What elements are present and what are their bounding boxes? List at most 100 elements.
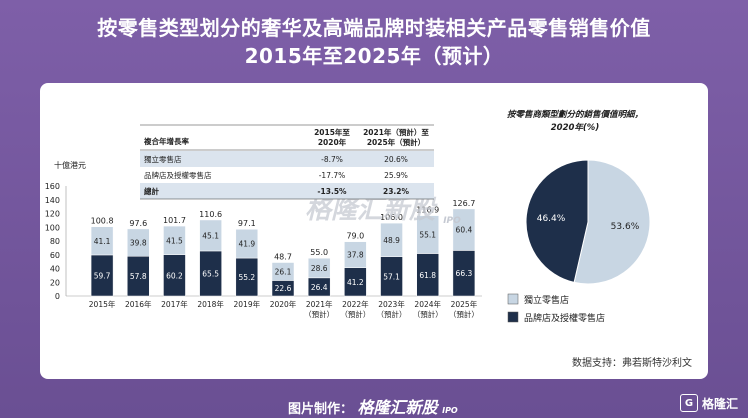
bar-total-label: 97.1 xyxy=(238,219,256,228)
bar-segment-independent xyxy=(416,215,439,254)
credit-brand: 格隆汇新股 xyxy=(357,398,438,417)
bar-segment-independent xyxy=(235,228,259,259)
bar-value-label: 60.4 xyxy=(456,226,473,235)
y-tick-label: 40 xyxy=(50,265,60,274)
x-tick-label: 2018年 xyxy=(197,299,224,309)
table-cell-value: 20.6% xyxy=(384,155,408,164)
bar-value-label: 66.3 xyxy=(456,269,473,278)
bar-segment-independent xyxy=(344,241,367,268)
bar-total-label: 110.6 xyxy=(199,210,222,219)
x-tick-label: 2022年 xyxy=(342,299,369,309)
pie-slice-brand xyxy=(525,159,589,284)
bar-value-label: 26.4 xyxy=(311,283,328,292)
bar-segment-independent xyxy=(127,228,150,257)
logo-text: 格隆汇 xyxy=(701,396,738,411)
table-row-bg xyxy=(140,151,434,167)
bar-segment-independent xyxy=(199,219,222,252)
bar-value-label: 61.8 xyxy=(419,271,436,280)
bar-value-label: 28.6 xyxy=(311,264,328,273)
watermark-sub: IPO xyxy=(443,216,461,226)
table-cell-label: 獨立零售店 xyxy=(144,154,182,164)
bar-value-label: 57.8 xyxy=(130,272,147,281)
bar-segment-independent xyxy=(380,222,403,257)
bar-total-label: 97.6 xyxy=(129,219,147,228)
bar-value-label: 22.6 xyxy=(275,284,292,293)
bar-value-label: 45.1 xyxy=(202,231,219,240)
bar-value-label: 41.2 xyxy=(347,278,364,287)
bar-value-label: 26.1 xyxy=(275,267,292,276)
y-tick-label: 100 xyxy=(45,223,60,232)
table-cell-label: 品牌店及授權零售店 xyxy=(144,170,212,180)
data-source: 数据支持：弗若斯特沙利文 xyxy=(572,358,692,369)
y-tick-label: 160 xyxy=(45,182,60,191)
x-tick-label: （預計） xyxy=(340,309,370,319)
x-tick-label: （預計） xyxy=(413,309,443,319)
bar-total-label: 116.9 xyxy=(416,206,439,215)
bar-total-label: 106.0 xyxy=(380,213,403,222)
y-tick-label: 120 xyxy=(45,210,60,219)
watermark-text: 格隆汇新股 xyxy=(305,195,438,225)
x-tick-label: 2021年 xyxy=(306,299,333,309)
bar-value-label: 37.8 xyxy=(347,251,364,260)
pie-title: 2020年(%) xyxy=(551,122,600,133)
page-title-line1: 按零售类型划分的奢华及高端品牌时装相关产品零售销售价值 xyxy=(97,16,651,40)
chart-card: 十億港元 0 20 40 60 80 100 120 140 160 59.7 41.1 100.8 20… xyxy=(40,83,708,379)
legend-label: 獨立零售店 xyxy=(524,294,569,306)
x-tick-label: 2019年 xyxy=(234,299,261,309)
x-tick-label: 2015年 xyxy=(89,299,116,309)
bar-value-label: 59.7 xyxy=(94,271,111,280)
legend-swatch xyxy=(507,293,519,305)
x-tick-label: （預計） xyxy=(377,309,407,319)
table-header: 2020年 xyxy=(318,137,347,147)
bar-value-label: 57.1 xyxy=(383,272,400,281)
bar-segment-independent xyxy=(452,208,476,251)
legend-label: 品牌店及授權零售店 xyxy=(524,312,605,324)
x-tick-label: （預計） xyxy=(449,309,479,319)
bar-value-label: 41.5 xyxy=(166,236,183,245)
footer-credit: 图片制作： 格隆汇新股 IPO xyxy=(288,394,458,418)
x-tick-label: 2023年 xyxy=(378,299,405,309)
table-header: 2015年至 xyxy=(314,127,350,137)
bar-value-label: 55.2 xyxy=(238,273,255,282)
y-tick-label: 0 xyxy=(55,292,60,301)
footer: 图片制作： 格隆汇新股 IPO G 格隆汇 xyxy=(0,390,748,418)
legend-swatch xyxy=(507,311,519,323)
y-tick-label: 140 xyxy=(45,196,60,205)
table-row-bg xyxy=(140,183,434,199)
table-cell-label: 總計 xyxy=(144,186,159,196)
y-tick-label: 20 xyxy=(50,278,60,287)
bar-total-label: 126.7 xyxy=(452,199,475,208)
y-tick-label: 60 xyxy=(50,251,60,260)
bar-value-label: 65.5 xyxy=(202,269,219,278)
bar-value-label: 39.8 xyxy=(130,239,147,248)
credit-brand-sub: IPO xyxy=(442,406,458,415)
bar-value-label: 41.9 xyxy=(238,240,255,249)
x-tick-label: 2024年 xyxy=(414,299,441,309)
table-header: 複合年增長率 xyxy=(143,136,189,146)
x-tick-label: （預計） xyxy=(304,309,334,319)
pie-slice-label: 46.4% xyxy=(537,214,566,224)
table-cell-value: -17.7% xyxy=(319,171,346,180)
y-tick-label: 80 xyxy=(50,237,60,246)
table-cell-value: 23.2% xyxy=(383,187,410,196)
bar-segment-independent xyxy=(90,226,114,256)
x-tick-label: 2017年 xyxy=(161,299,188,309)
chart-canvas: 十億港元 0 20 40 60 80 100 120 140 160 59.7 41.1 100.8 20… xyxy=(45,109,651,324)
bar-value-label: 55.1 xyxy=(419,231,436,240)
x-tick-label: 2020年 xyxy=(270,299,297,309)
logo-icon: G xyxy=(679,394,698,412)
table-header: 2021年（預計）至 xyxy=(363,127,429,137)
bar-value-label: 41.1 xyxy=(94,237,111,246)
bar-total-label: 48.7 xyxy=(274,253,292,262)
bar-total-label: 100.8 xyxy=(91,217,114,226)
x-tick-label: 2016年 xyxy=(125,299,152,309)
bar-segment-independent xyxy=(307,257,331,279)
footer-logo: G 格隆汇 xyxy=(679,394,738,412)
bar-value-label: 60.2 xyxy=(166,271,183,280)
bar-total-label: 55.0 xyxy=(310,248,328,257)
bar-total-label: 79.0 xyxy=(346,232,364,241)
pie-slice-label: 53.6% xyxy=(611,222,640,232)
table-cell-value: 25.9% xyxy=(384,171,408,180)
table-cell-value: -8.7% xyxy=(321,155,343,164)
table-header: 2025年（預計） xyxy=(367,137,425,147)
